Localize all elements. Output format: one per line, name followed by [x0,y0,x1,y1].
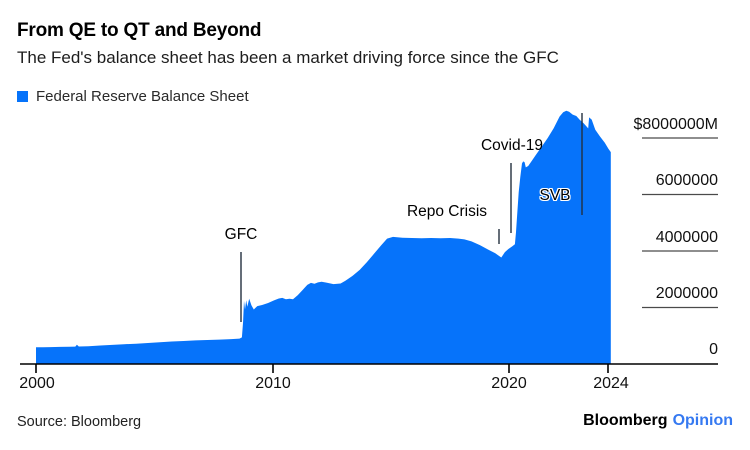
brand-bloomberg: Bloomberg [583,412,668,429]
y-axis-label-2000000: 2000000 [655,285,718,302]
x-axis-tick-marks [35,364,609,373]
annotation-repo-crisis: Repo Crisis [406,203,488,220]
bloomberg-opinion-logo: Bloomberg Opinion [583,412,733,430]
annotation-gfc: GFC [224,226,258,243]
y-axis-label-8000000: $8000000M [633,116,718,133]
y-axis-label-6000000: 6000000 [655,172,718,189]
chart-title: From QE to QT and Beyond [17,20,262,41]
x-axis-label-2010: 2010 [255,375,291,392]
legend-swatch-icon [17,91,28,102]
y-axis-label-0: 0 [709,341,718,358]
annotation-svb: SVB [539,187,571,204]
y-axis-label-4000000: 4000000 [655,229,718,246]
brand-opinion: Opinion [672,412,733,429]
x-axis-label-2024: 2024 [593,375,629,392]
source-attribution: Source: Bloomberg [17,414,142,430]
annotation-covid-19: Covid-19 [480,137,544,154]
annotation-marker-lines [240,113,583,322]
chart-subtitle: The Fed's balance sheet has been a marke… [17,48,559,67]
y-axis-tick-lines [642,137,718,309]
legend: Federal Reserve Balance Sheet [17,88,249,105]
x-axis-label-2000: 2000 [19,375,55,392]
x-axis-label-2020: 2020 [491,375,527,392]
legend-label: Federal Reserve Balance Sheet [36,88,249,105]
area-series-federal-reserve-balance-sheet [36,110,611,364]
